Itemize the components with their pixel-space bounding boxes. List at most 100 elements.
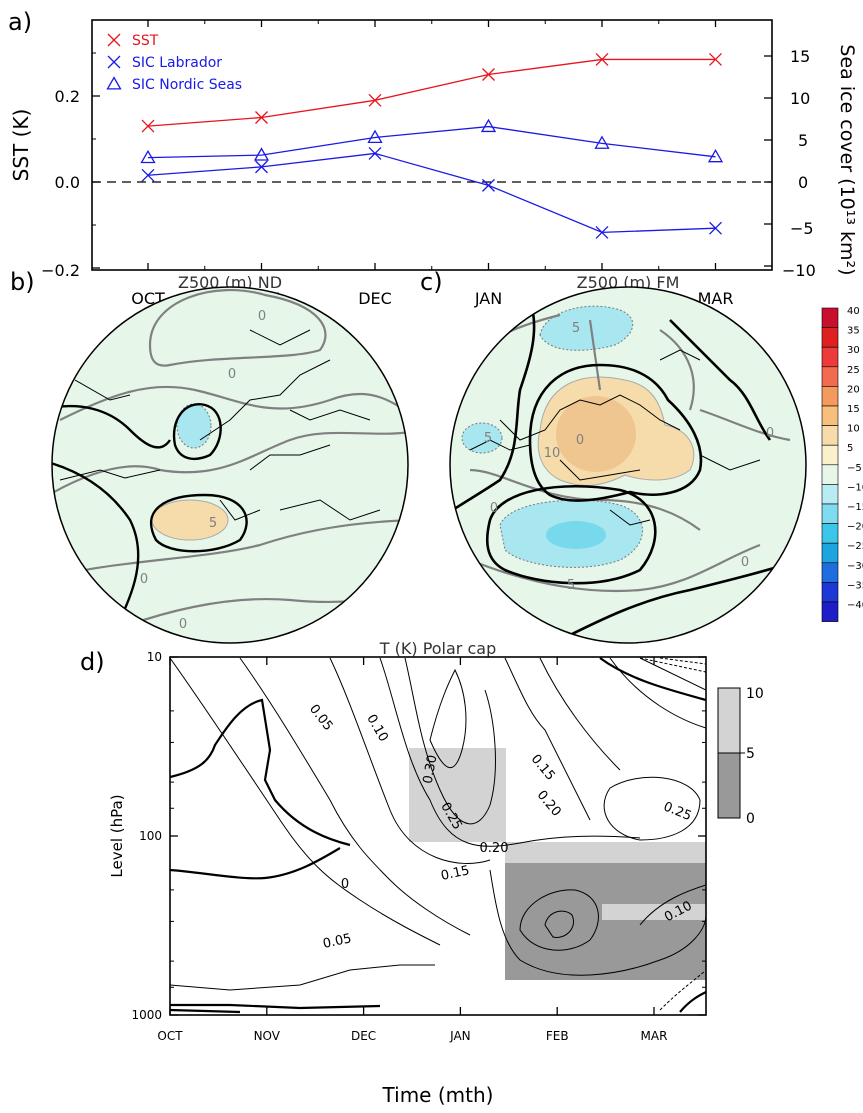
panel-d-ticks <box>169 656 706 1016</box>
legend-entry: SST <box>132 33 159 49</box>
colorbar: 40 35 30 25 20 15 10 5 −5 −10 −15 −20 −25 −30 −35 −40 <box>821 306 863 622</box>
legend-entry: SIC Labrador <box>132 55 222 71</box>
contour-0.25 <box>404 657 496 825</box>
data-point <box>595 225 609 239</box>
contour-label: 0.25 <box>661 799 693 824</box>
significance-legend-label: 10 <box>746 686 764 702</box>
contour-line <box>52 428 408 501</box>
contour-bold <box>528 363 703 502</box>
series-line <box>147 125 716 159</box>
contour-0.20 <box>379 657 641 847</box>
contour-bold <box>485 484 657 585</box>
contour-line <box>59 385 408 421</box>
contour-line <box>504 657 706 821</box>
data-point <box>482 68 495 81</box>
data-point <box>368 146 382 160</box>
month-tick-label: NOV <box>254 1029 281 1043</box>
panel-b-label: b) <box>10 268 35 296</box>
colorbar-label: −30 <box>847 561 863 572</box>
series-sst <box>141 52 722 133</box>
contour-label: 5 <box>572 321 580 336</box>
contour-label: 0.05 <box>322 931 353 952</box>
map-c-content <box>450 299 801 642</box>
colorbar-swatch <box>821 366 839 387</box>
negative-anomaly <box>176 403 212 449</box>
panel-b-contour-labels: 0 0 5 0 0 <box>140 309 266 632</box>
contour-line <box>52 518 408 582</box>
right-tick-label: −10 <box>782 261 816 280</box>
significance-legend-label: 0 <box>746 811 755 827</box>
panel-c-label: c) <box>420 268 443 296</box>
map-b-boundary <box>51 286 409 644</box>
colorbar-swatch <box>821 542 839 564</box>
data-point <box>141 168 155 182</box>
right-tick-label: 10 <box>790 89 810 108</box>
contour-label: 0.10 <box>363 712 390 745</box>
contour-label: 0 <box>576 433 584 448</box>
series-sic-labrador <box>141 146 722 239</box>
data-point <box>709 221 722 235</box>
month-tick-labels: OCT NOV DEC JAN FEB MAR <box>157 1029 667 1043</box>
series-sic-nordic-seas <box>140 118 724 164</box>
contour-0.05 <box>170 657 441 946</box>
panel-d-ylabel: Level (hPa) <box>108 794 126 877</box>
contour-label: 0 <box>228 367 236 382</box>
month-tick-label: JAN <box>474 289 502 308</box>
colorbar-swatch <box>821 307 839 328</box>
left-tick-label: 0.2 <box>55 87 80 106</box>
right-tick-label: −5 <box>790 219 814 238</box>
data-point <box>107 33 121 47</box>
contour-line <box>639 884 706 926</box>
contour-0.15 <box>329 657 491 864</box>
contour-label: 0 <box>741 555 749 570</box>
contour-0.05 <box>170 964 435 991</box>
colorbar-swatch <box>821 405 839 426</box>
data-point <box>106 76 122 90</box>
legend-entry: SIC Nordic Seas <box>132 77 242 93</box>
coastlines <box>469 349 761 526</box>
month-tick-label: DEC <box>358 289 392 308</box>
contour-bold <box>172 403 222 461</box>
data-point <box>255 111 268 124</box>
colorbar-label: 40 <box>847 306 860 317</box>
colorbar-swatch <box>821 425 839 446</box>
data-point <box>482 178 495 192</box>
contour-label: 0.30 <box>421 754 441 785</box>
colorbar-swatch <box>821 464 839 485</box>
contour-bold <box>559 319 801 642</box>
left-axis-label: SST (K) <box>9 109 33 182</box>
colorbar-swatch <box>821 523 839 544</box>
panel-c-contour-labels: 5 0 5 10 0 0 5 0 <box>484 321 774 593</box>
left-tick-label: 0.0 <box>55 173 80 192</box>
right-axis-ticklabels: −10 −5 0 5 10 15 <box>782 47 816 280</box>
colorbar-label: 15 <box>847 404 860 415</box>
positive-anomaly-core <box>556 396 636 472</box>
data-point <box>709 52 722 66</box>
contour-negative <box>639 657 706 673</box>
contour-zero <box>679 991 706 1013</box>
significance-legend: 10 5 0 <box>717 686 764 827</box>
colorbar-label: −10 <box>847 482 863 493</box>
panel-a: a) −0.2 0.0 0.2 −10 −5 0 5 10 15 SST (K)… <box>8 8 858 308</box>
contour-label: 0 <box>341 877 349 892</box>
series-line <box>147 152 716 234</box>
colorbar-label: 5 <box>847 443 853 454</box>
significance-legend-label: 5 <box>746 746 755 762</box>
panel-c: c) Z500 (m) FM 5 0 5 10 0 0 5 0 <box>420 268 807 644</box>
contour-zero <box>170 698 351 880</box>
panel-c-title: Z500 (m) FM <box>577 273 680 292</box>
contour-0.30 <box>429 668 467 769</box>
panel-b-title: Z500 (m) ND <box>178 273 282 292</box>
data-point <box>707 148 724 163</box>
data-point <box>595 52 609 66</box>
left-tick-label: −0.2 <box>41 261 80 280</box>
contour-bold <box>52 404 171 449</box>
colorbar-label: −25 <box>847 541 863 552</box>
colorbar-label: −20 <box>847 522 863 533</box>
contour-label: 0 <box>766 426 774 441</box>
data-point <box>594 135 610 149</box>
right-tick-label: 5 <box>798 131 808 150</box>
panel-d-label: d) <box>80 648 105 676</box>
colorbar-label: 35 <box>847 326 860 337</box>
negative-anomaly <box>539 305 633 351</box>
